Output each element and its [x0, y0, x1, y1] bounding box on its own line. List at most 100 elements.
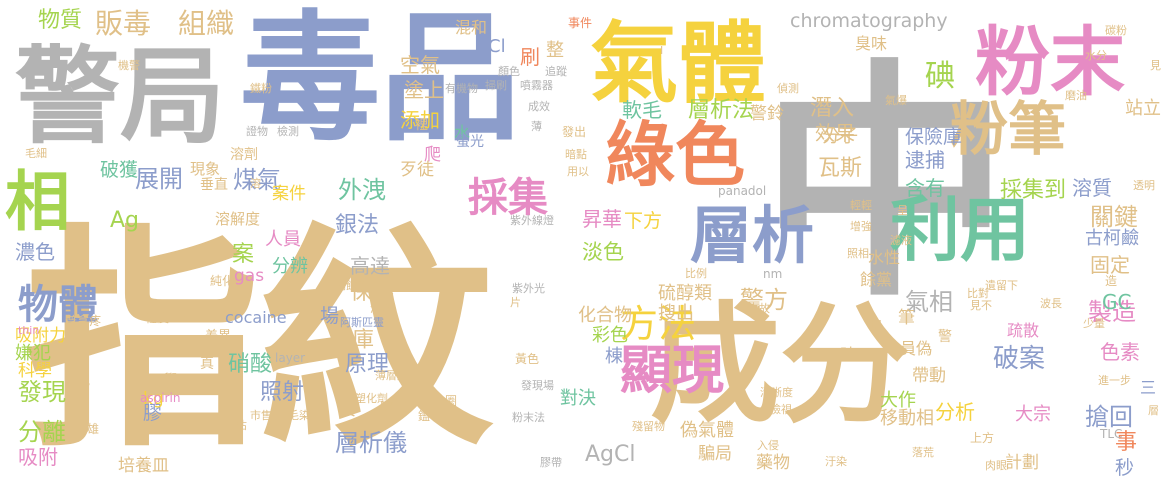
cloud-word: Cl	[488, 36, 506, 57]
cloud-word: 見	[1150, 59, 1161, 72]
cloud-word: 偵測	[777, 82, 799, 95]
cloud-word: 採集	[468, 175, 548, 221]
cloud-word: 關鍵	[1090, 203, 1138, 231]
cloud-word: nm	[763, 267, 783, 281]
cloud-word: 綠色	[605, 114, 745, 196]
cloud-word: 圈	[445, 394, 458, 408]
cloud-word: 騙局	[698, 444, 732, 464]
cloud-word: AgCl	[585, 442, 636, 467]
cloud-word: 中	[760, 39, 1010, 330]
cloud-word: 分析	[935, 400, 975, 424]
cloud-word: 硫醇類	[658, 283, 712, 304]
cloud-word: 爬	[424, 145, 441, 165]
cloud-word: 波長	[1040, 297, 1062, 310]
cloud-word: kg	[143, 389, 164, 409]
cloud-word: 真	[200, 356, 214, 372]
cloud-word: 添加	[400, 108, 440, 132]
cloud-word: 偽氣體	[680, 420, 734, 441]
cloud-word: 帶動	[912, 366, 946, 386]
cloud-word: 片	[510, 296, 521, 309]
cloud-word: 輕輕	[850, 199, 872, 212]
cloud-word: 臭味	[855, 34, 888, 53]
cloud-word: 吸附力	[15, 326, 66, 346]
cloud-word: 上方	[970, 431, 995, 445]
cloud-word: 場	[870, 319, 883, 333]
cloud-word: 彩色	[592, 325, 628, 346]
cloud-word: 時	[840, 345, 857, 364]
cloud-word: 溶	[250, 177, 261, 190]
cloud-word: 保險庫	[905, 126, 963, 148]
cloud-word: 物質	[38, 8, 83, 33]
cloud-word: 分辨	[272, 256, 308, 277]
cloud-word: 增強	[850, 220, 872, 233]
cloud-word: 搶回	[1085, 403, 1133, 431]
cloud-word: 疏散	[1007, 321, 1040, 340]
cloud-word: 秒	[1115, 457, 1135, 479]
cloud-word: 含有	[905, 176, 945, 200]
cloud-word: 落荒	[912, 446, 934, 459]
cloud-word: 剩餘為	[335, 279, 368, 292]
cloud-word: 普拿疼	[65, 314, 102, 328]
cloud-word: 差異	[205, 329, 232, 344]
cloud-word: 案件	[272, 184, 306, 204]
cloud-word: 筆	[898, 308, 915, 328]
cloud-word: 透明	[1133, 179, 1155, 192]
cloud-word: 昇華	[582, 207, 622, 231]
cloud-word: 粉筆	[950, 95, 1067, 163]
cloud-word: 組織	[178, 7, 235, 40]
cloud-word: 市售	[250, 409, 272, 422]
cloud-word: 層析法	[688, 98, 755, 123]
cloud-word: 顯現	[620, 341, 725, 401]
cloud-word: 探覺	[143, 372, 179, 393]
cloud-word: 發現場	[521, 379, 554, 392]
cloud-word: 溶劑	[230, 147, 258, 163]
cloud-word: 氣體	[590, 12, 767, 115]
cloud-word: 掃刷	[485, 79, 507, 92]
cloud-word: 用以	[567, 165, 589, 178]
cloud-word: 碘	[925, 59, 955, 94]
cloud-word: 高達	[350, 254, 390, 278]
cloud-word: 人員	[265, 229, 301, 250]
cloud-word: 方法	[620, 302, 697, 346]
cloud-word: 銀法	[335, 213, 380, 238]
cloud-word: 成效	[528, 100, 550, 113]
cloud-word: 進一步	[1098, 374, 1131, 387]
cloud-word: 層析	[690, 199, 815, 272]
cloud-word: 清晰度	[760, 386, 793, 399]
cloud-word: 效果	[815, 121, 855, 145]
cloud-word: 殘留物	[632, 420, 665, 433]
cloud-word: 純化	[210, 274, 235, 288]
cloud-word: 紫外線燈	[510, 214, 554, 227]
cloud-word: 海灘	[370, 302, 392, 315]
cloud-word: 破案	[993, 344, 1046, 374]
cloud-word: 展開	[135, 165, 183, 193]
cloud-word: 相	[5, 165, 71, 240]
cloud-word: 培養皿	[118, 456, 169, 476]
cloud-word: 薄層片	[375, 369, 408, 382]
cloud-word: 氣爆	[885, 94, 907, 107]
cloud-word: layer	[275, 351, 306, 365]
cloud-word: 塑化劑	[355, 392, 388, 405]
cloud-word: 證物	[246, 125, 268, 138]
cloud-word: 追蹤	[545, 65, 567, 78]
cloud-word: 潛入	[810, 96, 855, 121]
cloud-word: 垂直	[200, 177, 228, 193]
cloud-word: 對決	[560, 388, 596, 409]
cloud-word: 噴霧器	[520, 79, 553, 92]
cloud-word: 搜出	[658, 303, 694, 324]
cloud-word: 檢視	[770, 403, 792, 416]
cloud-word: 裡	[415, 118, 429, 133]
cloud-word: 磨油	[1065, 89, 1087, 102]
cloud-word: 大宗	[1015, 404, 1051, 425]
cloud-word: 原理	[345, 352, 390, 377]
cloud-word: 比例	[685, 267, 707, 280]
cloud-word: 保存	[350, 280, 395, 305]
cloud-word: 黃色	[515, 352, 540, 366]
cloud-word: 遺留下	[985, 279, 1018, 292]
cloud-word: 程度	[145, 311, 170, 325]
cloud-word: 水	[454, 123, 471, 142]
cloud-word: 藍色	[66, 374, 91, 388]
cloud-word: 有機物	[445, 82, 478, 95]
cloud-word: 員偽	[900, 339, 933, 358]
cloud-word: 水性	[868, 248, 901, 267]
